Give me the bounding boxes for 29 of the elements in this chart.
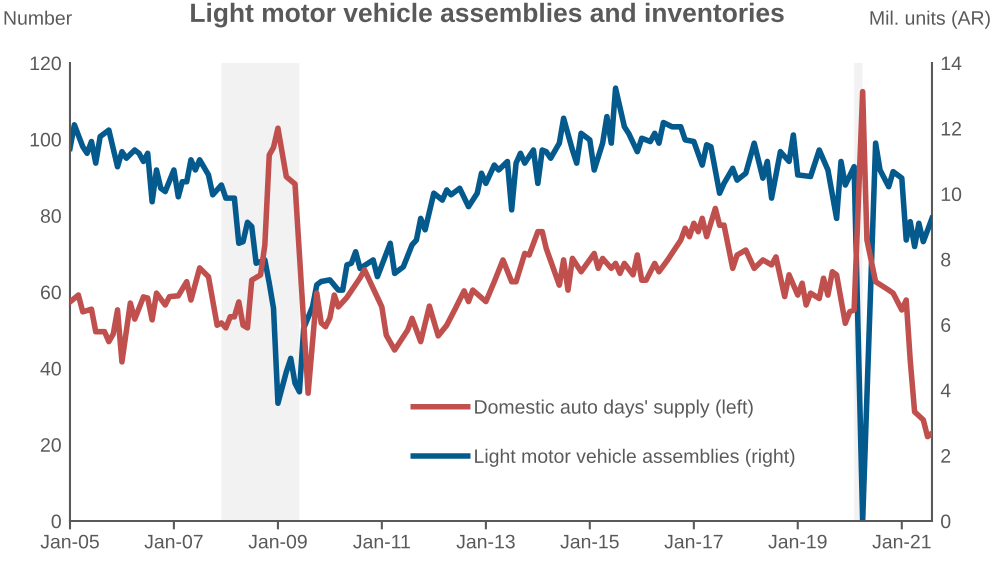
y2-tick-label: 4 (940, 384, 951, 398)
y2-tick-label: 6 (941, 318, 950, 332)
y2-tick-label: 14 (942, 56, 962, 70)
x-tick-label: Jan-09 (248, 534, 307, 548)
y-tick-label: 20 (40, 438, 61, 452)
y2-tick-label: 10 (942, 187, 962, 202)
y2-tick-label: 8 (941, 252, 950, 267)
y2-axis-title: Mil. units (AR) (870, 10, 990, 29)
x-tick-label: Jan-15 (560, 534, 619, 548)
y-tick-label: 80 (40, 209, 61, 223)
legend-label: Domestic auto days' supply (left) (475, 400, 753, 418)
y2-tick-label: 12 (942, 122, 961, 136)
y2-tick-label: 0 (941, 514, 950, 528)
x-tick-label: Jan-17 (664, 534, 723, 548)
y2-tick-label: 2 (941, 449, 950, 463)
chart-title: Light motor vehicle assemblies and inventories (191, 2, 784, 28)
y-tick-label: 0 (52, 514, 61, 528)
y-tick-label: 100 (30, 132, 61, 147)
y-tick-label: 40 (40, 362, 61, 376)
x-tick-label: Jan-11 (353, 534, 410, 548)
x-tick-label: Jan-19 (768, 534, 827, 548)
y-tick-label: 120 (30, 56, 61, 70)
x-tick-label: Jan-05 (40, 534, 99, 548)
x-tick-label: Jan-07 (144, 534, 203, 548)
legend-label: Light motor vehicle assemblies (right) (475, 448, 794, 467)
y-axis-title: Number (4, 10, 72, 25)
x-tick-label: Jan-21 (872, 534, 931, 548)
y-tick-label: 60 (41, 285, 61, 300)
x-tick-label: Jan-13 (456, 534, 515, 548)
